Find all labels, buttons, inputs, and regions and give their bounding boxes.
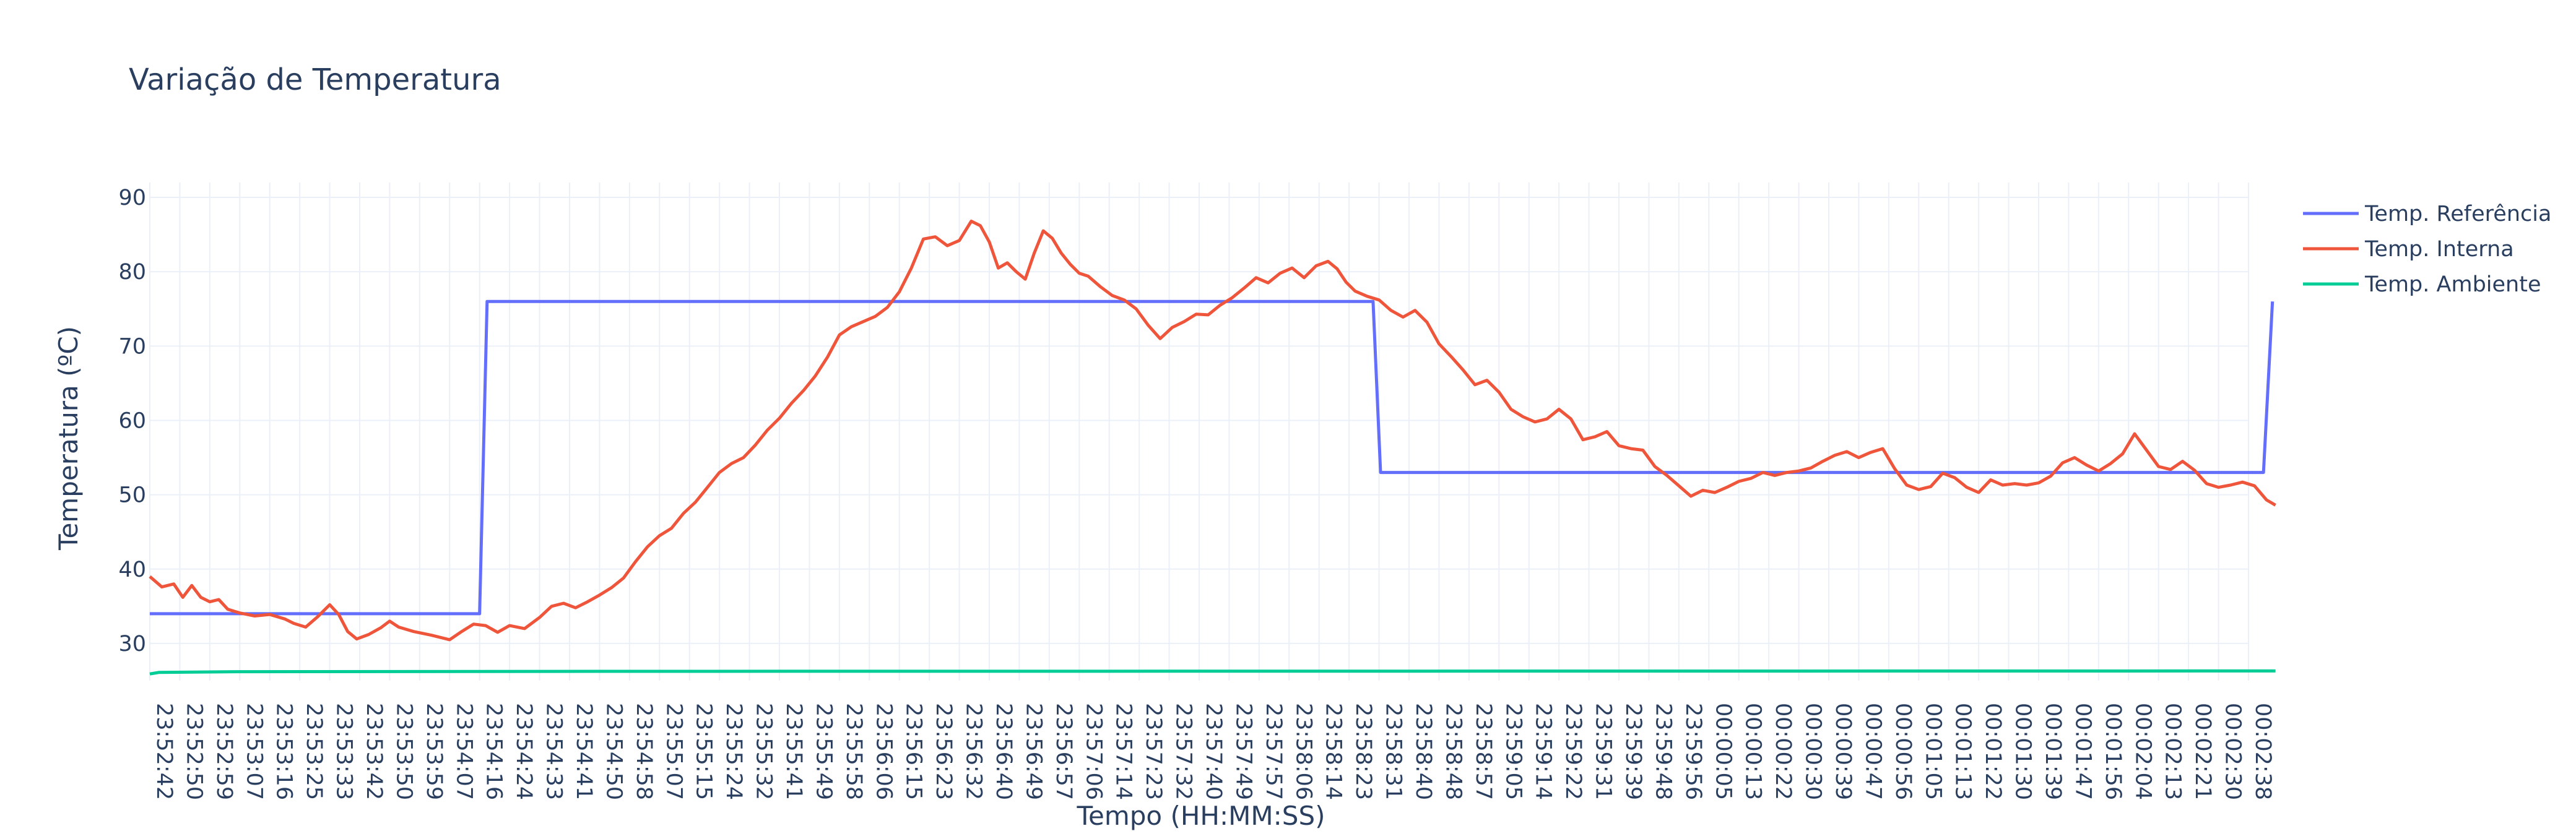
x-tick-label: 23:53:59 xyxy=(422,703,446,800)
x-tick-label: 00:01:56 xyxy=(2101,703,2125,800)
x-tick-label: 23:53:50 xyxy=(391,703,416,800)
x-tick-label: 23:54:50 xyxy=(601,703,626,800)
x-tick-label: 23:54:24 xyxy=(511,703,536,800)
x-tick-label: 23:59:31 xyxy=(1591,703,1616,800)
x-tick-label: 23:59:14 xyxy=(1531,703,1556,800)
x-tick-label: 23:53:25 xyxy=(301,703,326,800)
x-tick-label: 23:56:57 xyxy=(1051,703,1076,800)
series-line-1 xyxy=(149,220,2276,642)
series-line-0 xyxy=(150,299,2275,616)
x-tick-label: 00:01:39 xyxy=(2040,703,2065,800)
series-line-2 xyxy=(149,669,2276,676)
x-tick-label: 23:57:23 xyxy=(1141,703,1166,800)
x-tick-label: 23:58:06 xyxy=(1291,703,1316,800)
y-axis-title: Temperatura (ºC) xyxy=(53,326,84,551)
x-tick-label: 23:59:48 xyxy=(1650,703,1675,800)
x-tick-label: 23:54:41 xyxy=(571,703,596,800)
x-tick-label: 23:57:06 xyxy=(1081,703,1106,800)
y-tick-label: 80 xyxy=(118,260,146,285)
x-tick-label: 23:55:49 xyxy=(811,703,836,800)
x-tick-label: 23:56:32 xyxy=(961,703,986,800)
x-tick-label: 23:55:32 xyxy=(752,703,776,800)
y-tick-label: 90 xyxy=(118,186,146,210)
y-tick-label: 30 xyxy=(118,632,146,656)
x-tick-label: 23:53:07 xyxy=(241,703,266,800)
x-tick-label: 23:59:39 xyxy=(1621,703,1646,800)
x-tick-label: 00:00:13 xyxy=(1741,703,1766,800)
x-tick-label: 23:58:31 xyxy=(1381,703,1406,800)
legend-item-0[interactable]: Temp. Referência xyxy=(2303,202,2551,226)
x-tick-label: 00:01:30 xyxy=(2011,703,2036,800)
x-tick-label: 23:59:56 xyxy=(1681,703,1706,800)
legend-label: Temp. Referência xyxy=(2364,202,2551,226)
x-tick-label: 00:02:30 xyxy=(2221,703,2245,800)
x-tick-label: 23:57:49 xyxy=(1231,703,1255,800)
x-tick-label: 23:55:15 xyxy=(692,703,716,800)
x-tick-label: 00:01:22 xyxy=(1980,703,2005,800)
x-tick-label: 23:57:14 xyxy=(1111,703,1136,800)
x-tick-label: 23:59:05 xyxy=(1501,703,1525,800)
x-tick-label: 23:54:07 xyxy=(451,703,476,800)
x-tick-label: 23:56:15 xyxy=(901,703,926,800)
x-tick-label: 23:54:33 xyxy=(542,703,566,800)
x-tick-label: 00:02:38 xyxy=(2250,703,2275,800)
x-tick-label: 23:57:40 xyxy=(1201,703,1226,800)
legend-label: Temp. Interna xyxy=(2364,237,2514,262)
x-tick-label: 23:56:23 xyxy=(931,703,956,800)
gridlines xyxy=(149,183,2249,681)
x-tick-label: 23:52:50 xyxy=(181,703,206,800)
x-tick-label: 23:53:33 xyxy=(332,703,357,800)
legend[interactable]: Temp. Referência Temp. Interna Temp. Ambie… xyxy=(2303,202,2551,297)
x-tick-label: 00:02:21 xyxy=(2190,703,2215,800)
x-tick-label: 23:58:40 xyxy=(1411,703,1436,800)
x-tick-label: 23:55:41 xyxy=(781,703,806,800)
y-tick-label: 50 xyxy=(118,483,146,508)
x-tick-label: 23:58:48 xyxy=(1441,703,1465,800)
x-tick-label: 00:02:13 xyxy=(2161,703,2185,800)
x-tick-label: 23:53:42 xyxy=(362,703,386,800)
x-tick-label: 23:55:07 xyxy=(661,703,686,800)
y-tick-label: 60 xyxy=(118,408,146,433)
x-tick-label: 23:58:23 xyxy=(1351,703,1376,800)
x-tick-label: 23:56:06 xyxy=(871,703,896,800)
legend-label: Temp. Ambiente xyxy=(2364,272,2541,297)
x-tick-label: 23:56:40 xyxy=(991,703,1016,800)
x-tick-label: 23:52:42 xyxy=(152,703,176,800)
legend-item-1[interactable]: Temp. Interna xyxy=(2303,237,2514,262)
y-tick-label: 40 xyxy=(118,557,146,582)
series-lines xyxy=(149,220,2276,676)
y-axis-ticks: 30 40 50 60 70 80 90 xyxy=(118,186,146,656)
x-tick-label: 00:01:47 xyxy=(2070,703,2095,800)
x-tick-label: 23:52:59 xyxy=(212,703,236,800)
x-tick-label: 00:01:13 xyxy=(1951,703,1975,800)
x-axis-ticks: 23:52:42 23:52:50 23:52:59 23:53:07 23:53:16… xyxy=(152,703,2275,800)
chart-title: Variação de Temperatura xyxy=(129,62,501,97)
x-tick-label: 00:00:05 xyxy=(1711,703,1735,800)
x-tick-label: 00:00:39 xyxy=(1831,703,1855,800)
x-tick-label: 23:58:14 xyxy=(1321,703,1346,800)
x-tick-label: 23:55:58 xyxy=(841,703,866,800)
x-tick-label: 23:54:16 xyxy=(482,703,506,800)
x-tick-label: 23:57:32 xyxy=(1171,703,1196,800)
y-tick-label: 70 xyxy=(118,334,146,359)
x-tick-label: 23:57:57 xyxy=(1261,703,1286,800)
x-tick-label: 23:55:24 xyxy=(721,703,746,800)
x-axis-title: Tempo (HH:MM:SS) xyxy=(1076,801,1325,831)
x-tick-label: 00:00:47 xyxy=(1860,703,1885,800)
x-tick-label: 00:02:04 xyxy=(2130,703,2155,800)
x-tick-label: 23:53:16 xyxy=(272,703,297,800)
x-tick-label: 00:01:05 xyxy=(1920,703,1945,800)
x-tick-label: 23:59:22 xyxy=(1561,703,1585,800)
x-tick-label: 00:00:56 xyxy=(1891,703,1915,800)
x-tick-label: 00:00:22 xyxy=(1771,703,1795,800)
x-tick-label: 00:00:30 xyxy=(1801,703,1826,800)
x-tick-label: 23:54:58 xyxy=(631,703,656,800)
x-tick-label: 23:58:57 xyxy=(1471,703,1496,800)
legend-item-2[interactable]: Temp. Ambiente xyxy=(2303,272,2541,297)
x-tick-label: 23:56:49 xyxy=(1021,703,1046,800)
